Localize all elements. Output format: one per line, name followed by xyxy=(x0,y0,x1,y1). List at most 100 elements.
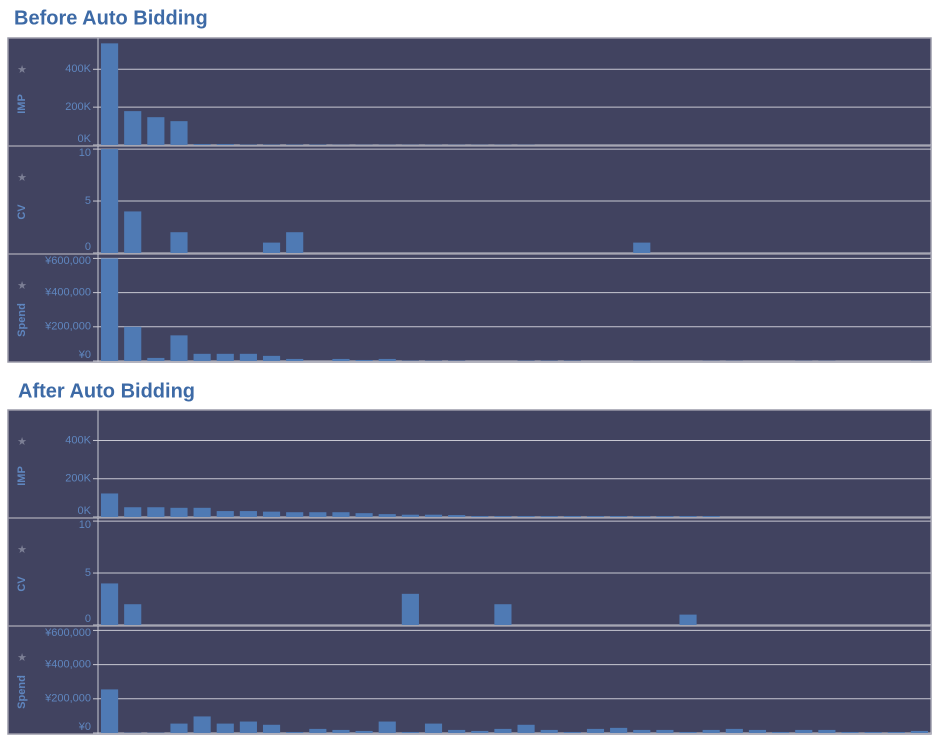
bar xyxy=(193,353,211,361)
bar xyxy=(795,729,813,733)
bar xyxy=(401,593,419,625)
bar xyxy=(332,729,350,733)
bar xyxy=(864,731,882,733)
bar xyxy=(563,731,581,733)
bar xyxy=(679,516,697,517)
bar xyxy=(286,512,304,517)
bar xyxy=(586,728,605,733)
pin-icon: ★ xyxy=(17,280,27,292)
bar xyxy=(309,512,327,517)
bar xyxy=(517,724,535,733)
y-tick-label: ¥200,000 xyxy=(44,693,91,705)
y-tick-label: 0K xyxy=(78,505,92,517)
bar xyxy=(725,728,743,733)
bar xyxy=(286,232,304,253)
bar xyxy=(702,516,720,517)
bar xyxy=(170,121,188,145)
bar xyxy=(448,515,466,517)
bar xyxy=(193,507,211,517)
bar xyxy=(471,516,489,517)
bar xyxy=(540,729,558,733)
bar xyxy=(286,358,304,361)
bar xyxy=(262,511,281,517)
bar xyxy=(633,242,651,253)
y-axis-label: Spend xyxy=(16,675,28,709)
y-tick-label: 0 xyxy=(85,241,91,253)
y-tick-label: 5 xyxy=(85,567,91,579)
bar xyxy=(355,513,373,517)
bar xyxy=(494,604,512,625)
bar xyxy=(818,729,836,733)
bar xyxy=(239,721,257,733)
bar xyxy=(378,721,396,733)
y-tick-label: ¥600,000 xyxy=(44,627,91,639)
bar xyxy=(147,117,165,145)
bar xyxy=(332,512,350,517)
bar xyxy=(216,723,234,733)
pin-icon: ★ xyxy=(17,436,27,448)
bar xyxy=(633,516,651,517)
bar xyxy=(147,357,165,361)
y-axis-label: IMP xyxy=(16,466,28,486)
y-tick-label: 5 xyxy=(85,195,91,207)
bar xyxy=(101,689,119,733)
bar xyxy=(262,355,281,361)
pin-icon: ★ xyxy=(17,544,27,556)
bar xyxy=(517,516,535,517)
y-axis-label: IMP xyxy=(16,94,28,114)
bar xyxy=(887,731,905,733)
bar xyxy=(355,359,373,361)
bar xyxy=(702,729,720,733)
y-tick-label: ¥400,000 xyxy=(44,287,91,299)
bar xyxy=(101,583,119,625)
bar xyxy=(262,724,281,733)
bar xyxy=(841,731,859,733)
y-tick-label: 0 xyxy=(85,613,91,625)
bar xyxy=(124,507,142,517)
bar xyxy=(216,144,234,145)
bar xyxy=(332,358,350,361)
bar xyxy=(610,727,628,733)
y-tick-label: 200K xyxy=(65,101,91,113)
bar xyxy=(170,335,188,361)
bar xyxy=(424,723,443,733)
bar xyxy=(170,723,188,733)
bar xyxy=(262,242,281,253)
y-tick-label: 0K xyxy=(78,133,92,145)
bar xyxy=(101,43,119,145)
bar xyxy=(124,111,142,145)
bar xyxy=(494,516,512,517)
bar xyxy=(610,516,628,517)
bar xyxy=(355,730,373,733)
bar xyxy=(170,507,188,517)
bar xyxy=(170,232,188,253)
bar xyxy=(656,516,674,517)
y-tick-label: ¥400,000 xyxy=(44,659,91,671)
y-tick-label: 400K xyxy=(65,63,91,75)
bar xyxy=(679,614,697,625)
bar xyxy=(124,326,142,361)
chart-panel xyxy=(7,409,932,735)
bar xyxy=(540,516,558,517)
bar xyxy=(101,493,119,517)
bar xyxy=(494,728,512,733)
bar xyxy=(772,731,790,733)
pin-icon: ★ xyxy=(17,172,27,184)
bar xyxy=(586,516,605,517)
y-axis-label: Spend xyxy=(16,303,28,337)
bar xyxy=(309,728,327,733)
bar xyxy=(193,716,211,733)
bar xyxy=(193,144,211,145)
bar xyxy=(401,514,419,517)
y-tick-label: 10 xyxy=(79,519,91,531)
bar xyxy=(378,514,396,517)
y-tick-label: ¥600,000 xyxy=(44,255,91,267)
y-tick-label: 200K xyxy=(65,473,91,485)
y-axis-label: CV xyxy=(16,576,28,592)
bar xyxy=(378,358,396,361)
y-tick-label: ¥0 xyxy=(78,349,91,361)
pin-icon: ★ xyxy=(17,64,27,76)
y-tick-label: 400K xyxy=(65,434,91,446)
bar xyxy=(101,258,119,361)
